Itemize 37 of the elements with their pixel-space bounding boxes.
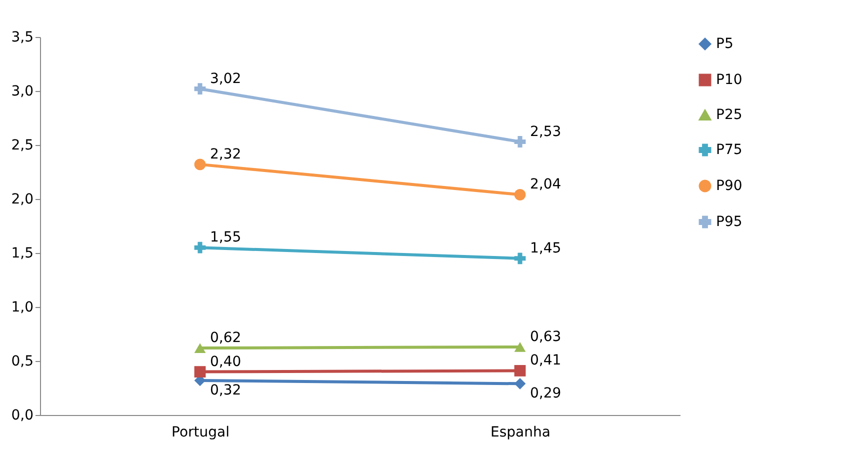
point [514, 136, 526, 148]
y-tick-label: 0,0 [11, 408, 34, 424]
data-label: 2,32 [210, 146, 242, 162]
point [194, 366, 206, 378]
data-label: 3,02 [210, 70, 242, 87]
point [194, 242, 206, 254]
legend-label: P5 [716, 36, 734, 52]
y-tick-label: 2,5 [11, 138, 34, 154]
legend-label: P10 [716, 72, 742, 88]
data-label: 1,45 [530, 240, 562, 256]
data-label: 1,55 [210, 230, 242, 246]
data-label: 0,32 [210, 382, 242, 398]
data-label: 0,41 [530, 352, 562, 369]
y-tick-label: 0,5 [11, 354, 34, 370]
legend-label: P95 [716, 214, 742, 230]
y-tick-label: 2,0 [11, 192, 34, 208]
data-label: 0,29 [530, 386, 562, 402]
y-tick-label: 3,5 [11, 30, 34, 46]
y-tick-label: 1,5 [11, 246, 34, 262]
data-label: 2,04 [530, 176, 562, 193]
y-tick-label: 3,0 [11, 84, 34, 100]
legend-label: P25 [716, 107, 742, 123]
point [514, 188, 526, 200]
point [194, 83, 206, 95]
x-tick-label: Portugal [172, 424, 230, 440]
point [514, 378, 526, 390]
y-tick-label: 1,0 [11, 300, 34, 316]
data-label: 0,63 [530, 328, 562, 345]
data-label: 0,40 [210, 354, 242, 370]
data-label: 2,53 [530, 124, 562, 140]
point [194, 158, 206, 170]
x-tick-label: Espanha [490, 424, 550, 440]
legend-label: P90 [716, 178, 742, 194]
legend-label: P75 [716, 142, 742, 158]
point [514, 252, 526, 264]
point [514, 365, 526, 376]
data-label: 0,62 [210, 330, 242, 346]
